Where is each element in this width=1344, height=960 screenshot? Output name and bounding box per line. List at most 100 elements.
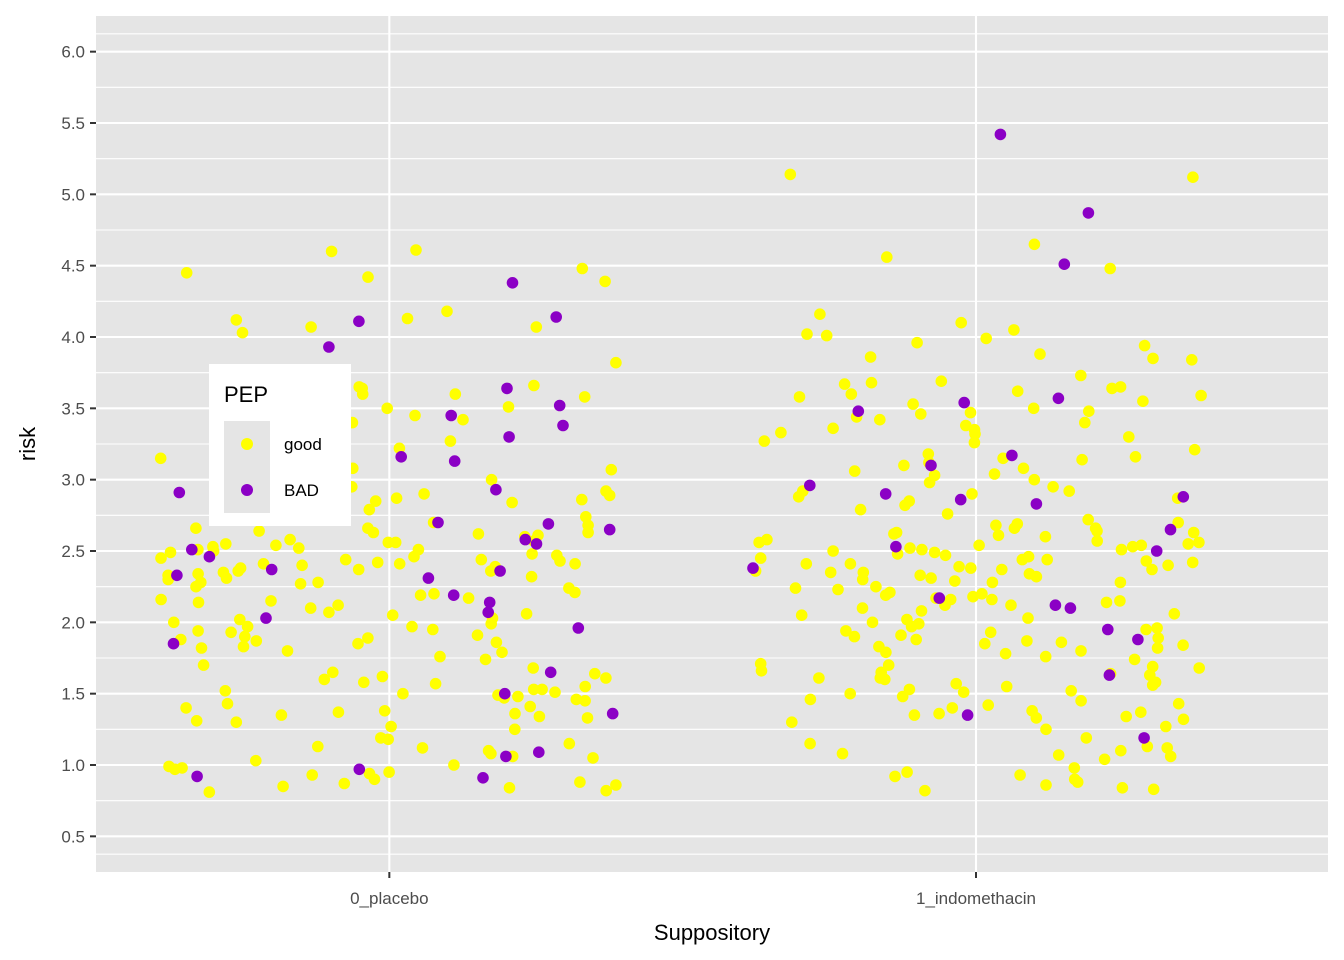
point-good xyxy=(241,620,254,633)
point-good xyxy=(753,536,765,549)
point-good xyxy=(1040,779,1052,791)
point-bad xyxy=(186,543,198,556)
point-good xyxy=(775,426,787,439)
y-tick-label: 1.0 xyxy=(61,756,85,775)
point-good xyxy=(941,508,954,520)
point-good xyxy=(1160,720,1172,733)
point-good xyxy=(793,391,806,403)
point-good xyxy=(527,683,540,696)
point-good xyxy=(376,670,389,683)
point-good xyxy=(1115,543,1128,556)
point-good xyxy=(1030,570,1043,583)
point-good xyxy=(976,588,988,600)
point-good xyxy=(526,548,538,560)
point-good xyxy=(589,667,601,680)
point-good xyxy=(1187,171,1199,183)
point-good xyxy=(1146,563,1158,576)
point-good xyxy=(509,707,521,720)
point-good xyxy=(982,699,994,711)
point-bad xyxy=(544,666,557,679)
point-good xyxy=(827,545,839,557)
point-good xyxy=(1055,636,1068,649)
point-good xyxy=(358,676,370,689)
y-tick-label: 5.5 xyxy=(61,114,85,133)
point-good xyxy=(197,659,210,671)
point-good xyxy=(801,328,813,340)
point-good xyxy=(928,546,941,559)
point-good xyxy=(1100,596,1113,609)
point-good xyxy=(754,552,767,564)
point-good xyxy=(281,645,294,657)
point-good xyxy=(1071,776,1084,788)
point-bad xyxy=(395,451,408,463)
point-good xyxy=(854,503,867,516)
point-good xyxy=(1146,679,1159,691)
point-good xyxy=(532,529,544,542)
point-good xyxy=(449,388,462,400)
point-good xyxy=(820,329,833,342)
legend-title: PEP xyxy=(224,382,268,407)
point-good xyxy=(800,558,813,570)
point-good xyxy=(471,629,484,641)
point-good xyxy=(916,543,928,556)
point-good xyxy=(509,723,521,736)
point-good xyxy=(1075,369,1087,382)
point-good xyxy=(1030,712,1043,724)
point-bad xyxy=(994,128,1007,141)
point-good xyxy=(1188,443,1201,456)
point-good xyxy=(980,332,992,345)
point-good xyxy=(1079,416,1091,429)
point-good xyxy=(898,459,910,472)
point-good xyxy=(1128,653,1141,666)
point-bad xyxy=(1082,207,1095,219)
point-good xyxy=(1039,530,1052,543)
point-good xyxy=(270,539,282,552)
point-good xyxy=(412,543,425,556)
point-good xyxy=(953,560,965,573)
point-good xyxy=(1011,518,1024,530)
point-good xyxy=(578,391,591,403)
point-bad xyxy=(804,479,816,492)
point-good xyxy=(168,616,180,629)
point-good xyxy=(840,625,852,637)
point-good xyxy=(836,747,849,760)
point-good xyxy=(919,784,931,797)
point-good xyxy=(1083,405,1095,418)
point-good xyxy=(234,613,246,626)
y-tick-label: 5.0 xyxy=(61,185,85,204)
point-bad xyxy=(353,315,365,328)
point-bad xyxy=(1164,523,1177,536)
point-good xyxy=(1115,744,1127,757)
point-good xyxy=(383,766,395,778)
point-good xyxy=(1068,762,1081,774)
point-good xyxy=(414,589,427,601)
point-good xyxy=(1027,402,1040,415)
point-bad xyxy=(483,596,496,609)
point-good xyxy=(512,690,524,703)
point-bad xyxy=(519,533,532,546)
point-bad xyxy=(606,707,619,720)
point-good xyxy=(230,716,243,728)
point-good xyxy=(217,566,230,579)
point-good xyxy=(996,563,1008,576)
point-good xyxy=(220,538,232,550)
point-bad xyxy=(961,709,974,721)
point-good xyxy=(1047,481,1059,493)
point-good xyxy=(1008,324,1020,336)
point-bad xyxy=(445,409,458,422)
point-good xyxy=(236,326,249,339)
point-good xyxy=(587,752,599,764)
point-good xyxy=(462,592,475,604)
point-good xyxy=(1106,382,1118,395)
point-good xyxy=(999,647,1012,660)
point-good xyxy=(277,780,289,793)
point-good xyxy=(986,593,998,606)
point-good xyxy=(368,773,381,786)
point-good xyxy=(195,642,208,654)
point-good xyxy=(155,552,167,564)
x-tick-label: 0_placebo xyxy=(350,889,428,908)
point-good xyxy=(966,488,978,500)
y-tick-label: 0.5 xyxy=(61,827,85,846)
point-good xyxy=(363,503,376,516)
point-good xyxy=(180,702,192,714)
